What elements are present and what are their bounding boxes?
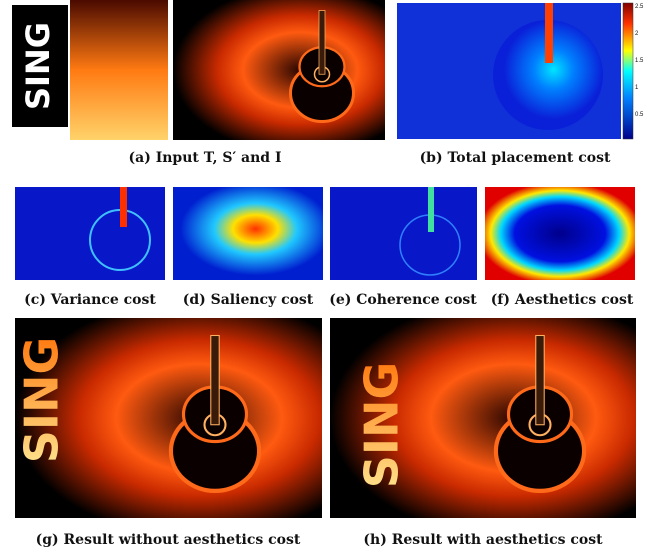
caption: (e) Coherence cost (329, 292, 477, 308)
caption: (g) Result without aesthetics cost (36, 532, 301, 548)
caption: (c) Variance cost (24, 292, 156, 308)
colorbar (623, 3, 633, 139)
result-word: SING (15, 337, 69, 464)
caption: (f) Aesthetics cost (491, 292, 634, 308)
coherence-map (330, 187, 477, 280)
coherence-neck (428, 187, 434, 232)
caption: (h) Result with aesthetics cost (363, 532, 603, 548)
figure: SING 2.5 2 1.5 1 0.5 (a) Input T, S′ and I (… (0, 0, 650, 552)
texture-image (70, 0, 168, 140)
colorbar-tick-label: 0.5 (635, 112, 644, 118)
caption: (d) Saliency cost (183, 292, 314, 308)
colorbar-tick-label: 2 (635, 31, 639, 37)
caption: (b) Total placement cost (420, 150, 611, 166)
result-word: SING (355, 362, 409, 489)
variance-neck (120, 187, 127, 227)
heat-neck (545, 3, 553, 63)
caption: (a) Input T, S′ and I (129, 150, 282, 166)
saliency-map (173, 187, 323, 280)
guitar-image (173, 0, 385, 140)
aesthetics-map (485, 187, 635, 280)
input-word: SING (19, 22, 57, 110)
colorbar-tick-label: 2.5 (635, 4, 644, 10)
colorbar-tick-label: 1 (635, 85, 639, 91)
colorbar-tick-label: 1.5 (635, 58, 644, 64)
